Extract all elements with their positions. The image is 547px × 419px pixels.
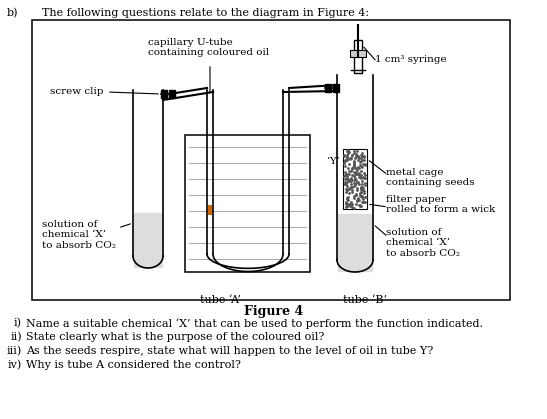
Text: 1 cm³ syringe: 1 cm³ syringe — [375, 55, 446, 64]
Text: State clearly what is the purpose of the coloured oil?: State clearly what is the purpose of the… — [26, 332, 324, 342]
Bar — [350, 50, 366, 57]
Text: screw clip: screw clip — [50, 88, 103, 96]
Text: Name a suitable chemical ‘X’ that can be used to perform the function indicated.: Name a suitable chemical ‘X’ that can be… — [26, 318, 483, 329]
Bar — [161, 90, 167, 98]
Bar — [169, 90, 175, 98]
Text: i): i) — [14, 318, 22, 328]
Bar — [354, 40, 362, 73]
Text: solution of
chemical ‘X’
to absorb CO₂: solution of chemical ‘X’ to absorb CO₂ — [42, 220, 116, 250]
Bar — [208, 205, 212, 215]
Text: tube ‘B’: tube ‘B’ — [343, 295, 387, 305]
Bar — [343, 149, 367, 209]
Bar — [32, 20, 510, 300]
Text: filter paper
rolled to form a wick: filter paper rolled to form a wick — [386, 195, 495, 215]
Text: ‘Y’: ‘Y’ — [327, 157, 339, 166]
Text: b): b) — [7, 8, 19, 18]
Text: solution of
chemical ‘X’
to absorb CO₂: solution of chemical ‘X’ to absorb CO₂ — [386, 228, 460, 258]
Bar — [325, 84, 331, 92]
Bar — [185, 135, 310, 272]
Text: Figure 4: Figure 4 — [244, 305, 303, 318]
Bar — [333, 84, 339, 92]
Text: ii): ii) — [10, 332, 22, 342]
Text: Why is tube A considered the control?: Why is tube A considered the control? — [26, 360, 241, 370]
Text: iv): iv) — [8, 360, 22, 370]
Text: metal cage
containing seeds: metal cage containing seeds — [386, 168, 475, 187]
Text: iii): iii) — [7, 346, 22, 356]
Text: capillary U-tube
containing coloured oil: capillary U-tube containing coloured oil — [148, 38, 269, 57]
Text: As the seeds respire, state what will happen to the level of oil in tube Y?: As the seeds respire, state what will ha… — [26, 346, 433, 356]
Text: The following questions relate to the diagram in Figure 4:: The following questions relate to the di… — [42, 8, 369, 18]
Text: tube ‘A’: tube ‘A’ — [200, 295, 241, 305]
